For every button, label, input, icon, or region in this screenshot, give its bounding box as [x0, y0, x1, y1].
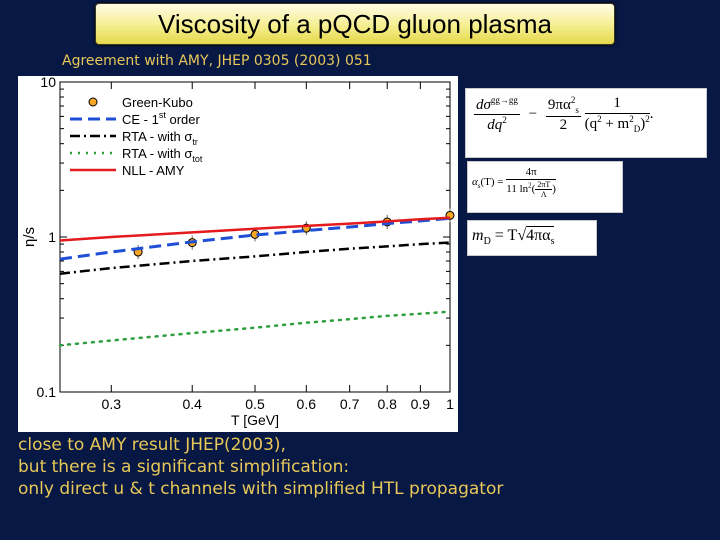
- y-tick-label: 1: [48, 229, 56, 245]
- viscosity-chart: 0.1 1 10 0.3 0.4 0.5 0.6 0.7 0.8 0.9 1 T [GeV] η/s Gr…: [18, 76, 458, 432]
- f3-eq: = T: [490, 227, 518, 244]
- f1-lhs-num: dσ: [476, 97, 491, 113]
- y-tick-label: 10: [40, 76, 56, 90]
- y-tick-label: 0.1: [37, 384, 57, 400]
- legend-label: Green-Kubo: [122, 95, 193, 110]
- f2-num: 4π: [506, 166, 556, 180]
- f2-inner-frac: 2πT Λ: [535, 179, 553, 199]
- formula-coupling: αs(T) = 4π 11 ln2(2πT Λ): [467, 161, 623, 213]
- f1-den2: 2: [559, 116, 568, 133]
- comment-text: close to AMY result JHEP(2003), but ther…: [18, 434, 708, 500]
- f1-propagator: 1 (q2 + m2D)2: [584, 95, 650, 134]
- f1-den3-sup3: 2: [645, 113, 650, 124]
- f3-rad: 4πα: [526, 227, 551, 244]
- f2-lhs: α: [472, 176, 478, 189]
- f1-lhs-sup: gg→gg: [490, 95, 518, 105]
- f1-num2-sup: 2: [570, 95, 576, 106]
- f1-minus: −: [528, 106, 538, 123]
- f2-frac: 4π 11 ln2(2πT Λ): [506, 166, 556, 199]
- f1-lhs: dσgg→gg dq2: [474, 95, 520, 135]
- comment-line-2: but there is a significant simplificatio…: [18, 457, 350, 478]
- f1-lhs-den-sup: 2: [502, 115, 507, 126]
- series-nll-amy-line: [59, 216, 451, 242]
- f1-lhs-den: dq: [487, 117, 503, 134]
- f1-dot: .: [649, 106, 654, 123]
- f2-inner-num: 2πT: [535, 179, 553, 190]
- x-tick-label: 0.3: [102, 396, 122, 412]
- legend-marker: [88, 97, 98, 107]
- comment-line-3: only direct u & t channels with simplifi…: [18, 479, 504, 500]
- f1-den3-mid: + m: [601, 115, 630, 132]
- x-tick-label: 0.8: [377, 396, 397, 412]
- x-tick-label: 0.9: [411, 396, 431, 412]
- x-tick-label: 0.5: [245, 396, 265, 412]
- f2-lhs-arg: (T) =: [480, 176, 504, 189]
- chart-svg: 0.1 1 10 0.3 0.4 0.5 0.6 0.7 0.8 0.9 1 T [GeV] η/s Gr…: [21, 76, 455, 428]
- formula-debye-mass: mD = T√4παs: [467, 220, 597, 256]
- f1-den3-end: ): [640, 115, 646, 132]
- f1-num2: 9πα: [547, 97, 571, 114]
- legend-label: RTA - with σtr: [122, 129, 198, 147]
- f2-den: 11 ln: [506, 182, 529, 195]
- f2-den-sup: 2: [528, 181, 532, 190]
- f1-num2-sub: s: [575, 105, 579, 116]
- f1-den3: (q: [584, 115, 598, 132]
- slide-title-text: Viscosity of a pQCD gluon plasma: [157, 8, 553, 39]
- slide-title: Viscosity of a pQCD gluon plasma: [95, 3, 615, 45]
- legend-label: RTA - with σtot: [122, 146, 203, 164]
- f2-inner-den: Λ: [540, 189, 547, 199]
- x-tick-label: 0.4: [182, 396, 202, 412]
- x-tick-label: 1: [446, 396, 454, 412]
- legend-label: CE - 1st order: [122, 110, 200, 127]
- legend-label: NLL - AMY: [122, 163, 185, 178]
- f1-den3-sup2: 2: [629, 113, 634, 124]
- series-rta-with-tot-line: [58, 310, 452, 347]
- f1-den3-sub: D: [633, 123, 641, 134]
- y-axis-label: η/s: [21, 227, 38, 247]
- formula-cross-section: dσgg→gg dq2 − 9πα2s 2 1 (q2 + m2D)2 .: [465, 88, 707, 158]
- series-rta-with-tr-line: [59, 241, 451, 275]
- x-tick-label: 0.7: [340, 396, 360, 412]
- f1-den3-sup: 2: [597, 113, 602, 124]
- f3-radicand: 4παs: [526, 226, 555, 248]
- x-axis-label: T [GeV]: [231, 412, 279, 428]
- f1-coeff: 9πα2s 2: [545, 95, 581, 134]
- f3-lhs: m: [472, 227, 484, 244]
- series-ce-1st-order-line: [59, 216, 451, 261]
- f3-lhs-sub: D: [483, 236, 491, 248]
- comment-line-1: close to AMY result JHEP(2003),: [18, 435, 286, 455]
- subtitle: Agreement with AMY, JHEP 0305 (2003) 051: [62, 53, 372, 69]
- x-tick-label: 0.6: [297, 396, 317, 412]
- f3-sqrt: √: [517, 227, 527, 244]
- f2-lhs-sub: s: [477, 182, 481, 191]
- f1-num3: 1: [584, 95, 650, 114]
- f3-rad-sub: s: [550, 236, 555, 248]
